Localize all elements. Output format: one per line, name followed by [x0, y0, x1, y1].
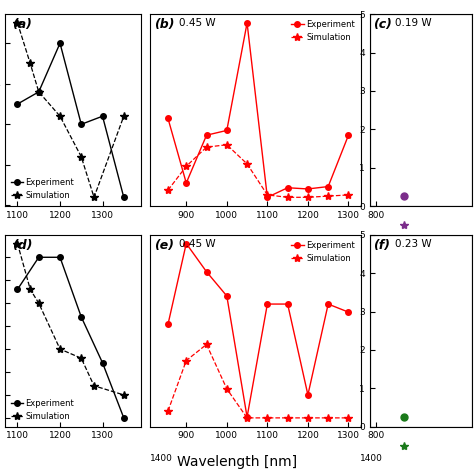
Text: (e): (e): [154, 238, 174, 252]
Text: (a): (a): [11, 18, 31, 31]
Legend: Experiment, Simulation: Experiment, Simulation: [289, 239, 356, 264]
Legend: Experiment, Simulation: Experiment, Simulation: [289, 18, 356, 44]
Text: 1400: 1400: [360, 454, 383, 463]
Text: (c): (c): [373, 18, 392, 31]
Text: 0.23 W: 0.23 W: [395, 238, 432, 249]
Text: (f): (f): [373, 238, 390, 252]
Text: (d): (d): [11, 238, 32, 252]
Text: 0.45 W: 0.45 W: [179, 238, 216, 249]
Text: 0.45 W: 0.45 W: [179, 18, 216, 28]
Legend: Experiment, Simulation: Experiment, Simulation: [9, 176, 76, 202]
Text: Wavelength [nm]: Wavelength [nm]: [177, 455, 297, 469]
Text: 0.19 W: 0.19 W: [395, 18, 432, 28]
Text: (b): (b): [154, 18, 174, 31]
Legend: Experiment, Simulation: Experiment, Simulation: [9, 397, 76, 422]
Text: 1400: 1400: [150, 454, 173, 463]
